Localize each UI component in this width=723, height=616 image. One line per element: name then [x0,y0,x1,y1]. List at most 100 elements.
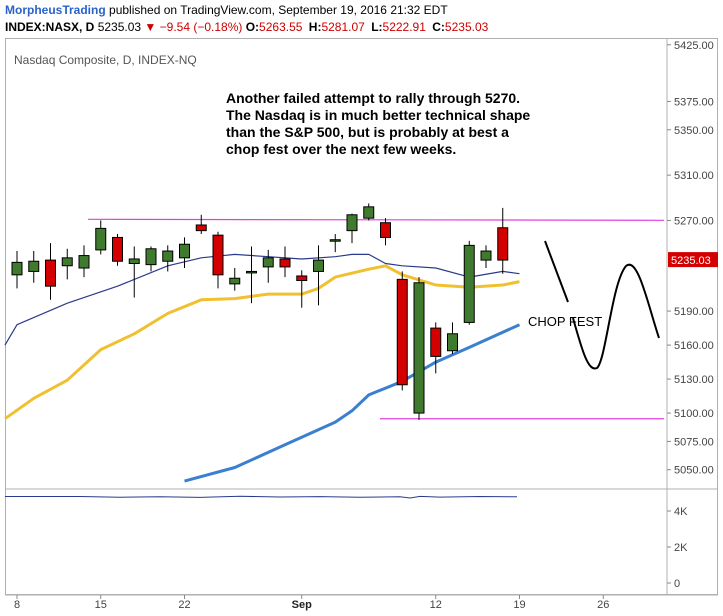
candle [380,218,391,246]
candle-body [212,234,224,276]
candle-body [61,257,73,267]
resistance-line [87,218,665,221]
moving-averages [4,253,521,483]
candle-body [11,261,23,276]
candle [145,246,157,272]
open-value: 5263.55 [259,20,303,34]
candle [313,245,324,306]
symbol-label: INDEX:NASX, D [5,20,95,34]
candle [279,246,291,278]
candle [363,203,375,221]
candle-body [229,277,241,285]
candle-body [396,278,408,386]
low-key: L: [371,20,383,34]
price-tick-label: 5130.00 [674,374,714,386]
note-line-1: Another failed attempt to rally through … [226,90,520,106]
level-lines [87,218,665,420]
candle [396,271,408,391]
last-price-tag-box [668,252,718,268]
candle [11,251,23,289]
annotation-note: Another failed attempt to rally through … [226,90,530,157]
candle [212,231,224,289]
price-tick-label: 5425.00 [674,40,714,52]
candle [480,245,492,269]
candle [296,270,308,308]
candle-body [78,255,90,269]
low-value: 5222.91 [382,20,426,34]
candle-body [246,270,257,274]
chop-fest-label: CHOP FEST [528,314,602,329]
price-tick-label: 5075.00 [674,436,714,448]
candle-body [262,257,274,268]
candle-body [128,258,140,265]
last-price-label: 5235.03 [97,20,142,34]
candle [28,251,40,283]
price-tick-label: 5375.00 [674,96,714,108]
price-tick-label: 5190.00 [674,306,714,318]
time-axis[interactable]: 8 15 22 Sep 12 19 26 [14,595,609,611]
open-key: O: [245,20,260,34]
candle-body [447,333,458,352]
change-label: ▼ −9.54 (−0.18%) [144,20,243,34]
chop-sketch-line [544,240,569,303]
candle-body [346,214,358,232]
candle [447,322,458,355]
candle-body [313,259,324,272]
candle-body [463,244,475,323]
price-axis[interactable]: 5425.00 5375.00 5350.00 5310.00 5270.00 5190.… [667,40,714,477]
chart-title: Nasdaq Composite, D, INDEX-NQ [14,53,197,67]
volume-indicator [5,495,518,499]
time-tick-label: 8 [14,599,20,611]
time-tick-label: 22 [178,599,190,611]
price-tick-label: 5160.00 [674,340,714,352]
candle-body [497,227,509,261]
volume-tick-label: 4K [674,506,688,518]
time-tick-label: 26 [597,599,609,611]
candle [78,245,90,278]
time-tick-label: Sep [292,599,312,611]
candles [11,203,509,420]
candle-body [413,282,425,414]
volume-tick-label: 0 [674,578,680,590]
candle [95,220,107,255]
candle [162,245,174,272]
close-key: C: [432,20,445,34]
note-line-2: The Nasdaq is in much better technical s… [226,107,530,123]
author-link[interactable]: MorpheusTrading [5,3,106,17]
candle-body [195,224,207,232]
volume-line [5,495,518,499]
candle [45,243,56,300]
candle [246,246,257,304]
chop-sketch-wave [572,263,660,370]
volume-tick-label: 2K [674,542,688,554]
candle [179,237,190,269]
candle [463,240,475,325]
candle-body [179,243,190,259]
high-key: H: [308,20,322,34]
price-tick-label: 5270.00 [674,215,714,227]
note-line-4: chop fest over the next few weeks. [226,141,456,157]
candle-body [480,250,492,261]
price-tick-label: 5310.00 [674,170,714,182]
candle-body [112,236,123,262]
candle [329,234,341,253]
high-value: 5281.07 [321,20,365,34]
publish-line: MorpheusTrading published on TradingView… [5,3,448,18]
candle-body [329,239,341,242]
candle-body [296,275,308,281]
candle-body [162,250,174,262]
published-text: published on TradingView.com, September … [109,3,448,17]
ma-long-line [184,323,521,483]
candle-body [363,206,375,219]
time-tick-label: 12 [430,599,442,611]
candle-body [28,260,40,272]
price-tick-label: 5350.00 [674,125,714,137]
candle-body [430,327,442,357]
volume-axis[interactable]: 4K 2K 0 [667,506,688,590]
candle [112,234,123,266]
candle [346,213,358,244]
note-line-3: than the S&P 500, but is probably at bes… [226,124,509,140]
candle [195,214,207,235]
chop-sketch [544,240,660,370]
ma-medium-line [4,264,520,420]
